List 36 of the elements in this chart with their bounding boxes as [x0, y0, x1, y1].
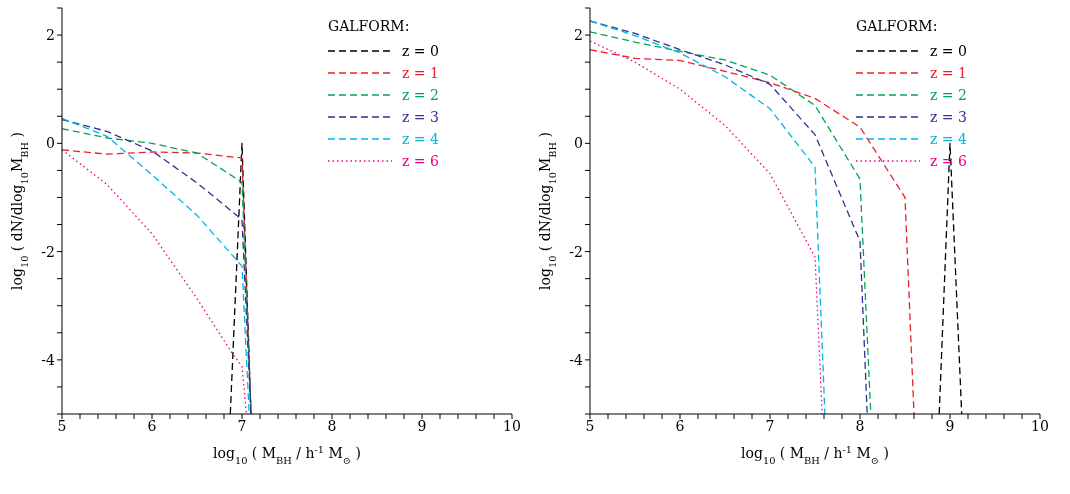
legend-label: z = 3: [930, 109, 967, 125]
x-tick-label: 10: [1031, 417, 1049, 434]
x-tick-label: 5: [57, 417, 67, 434]
y-tick-label: 2: [46, 27, 55, 44]
x-tick-label: 8: [327, 417, 337, 434]
legend-label: z = 3: [402, 109, 439, 125]
legend-label: z = 1: [402, 65, 439, 81]
legend-label: z = 2: [402, 87, 439, 103]
x-tick-label: 10: [503, 417, 521, 434]
y-tick-label: -4: [569, 351, 584, 368]
y-tick-label: -4: [41, 351, 56, 368]
legend-label: z = 4: [930, 131, 967, 147]
x-tick-label: 7: [237, 417, 247, 434]
y-tick-label: 2: [574, 27, 583, 44]
y-tick-label: 0: [46, 135, 55, 152]
legend-label: z = 1: [930, 65, 967, 81]
x-tick-label: 8: [855, 417, 865, 434]
x-tick-label: 7: [765, 417, 775, 434]
legend-label: z = 0: [402, 43, 439, 59]
text: log$_{10}$ ( M$_{BH}$ / h$^{-1}$ M$_{⊙}$ ): [213, 443, 361, 466]
legend-title: GALFORM:: [328, 18, 411, 34]
legend-label: z = 0: [930, 43, 967, 59]
y-tick-label: -2: [569, 243, 583, 260]
y-tick-label: -2: [41, 243, 55, 260]
legend-label: z = 4: [402, 131, 439, 147]
legend-label: z = 2: [930, 87, 967, 103]
x-tick-label: 9: [417, 417, 427, 434]
y-tick-label: 0: [574, 135, 583, 152]
line-series: [590, 49, 915, 414]
x-tick-label: 6: [147, 417, 157, 434]
x-tick-label: 9: [945, 417, 955, 434]
legend-title: GALFORM:: [856, 18, 939, 34]
legend-label: z = 6: [402, 153, 439, 169]
x-tick-label: 6: [675, 417, 685, 434]
text: log$_{10}$ ( M$_{BH}$ / h$^{-1}$ M$_{⊙}$ ): [741, 443, 889, 466]
x-tick-label: 5: [585, 417, 595, 434]
